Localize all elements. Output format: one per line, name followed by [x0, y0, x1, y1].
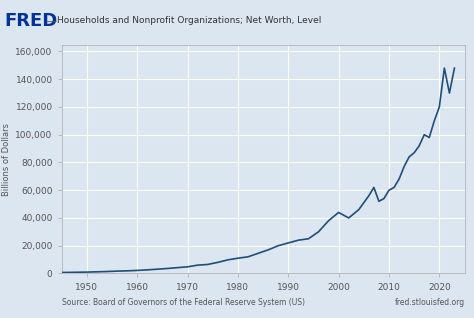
- Text: Households and Nonprofit Organizations; Net Worth, Level: Households and Nonprofit Organizations; …: [57, 16, 321, 25]
- Text: FRED: FRED: [5, 12, 58, 30]
- Text: Source: Board of Governors of the Federal Reserve System (US): Source: Board of Governors of the Federa…: [62, 298, 305, 307]
- Text: fred.stlouisfed.org: fred.stlouisfed.org: [394, 298, 465, 307]
- Y-axis label: Billions of Dollars: Billions of Dollars: [2, 122, 11, 196]
- Text: —: —: [45, 16, 56, 26]
